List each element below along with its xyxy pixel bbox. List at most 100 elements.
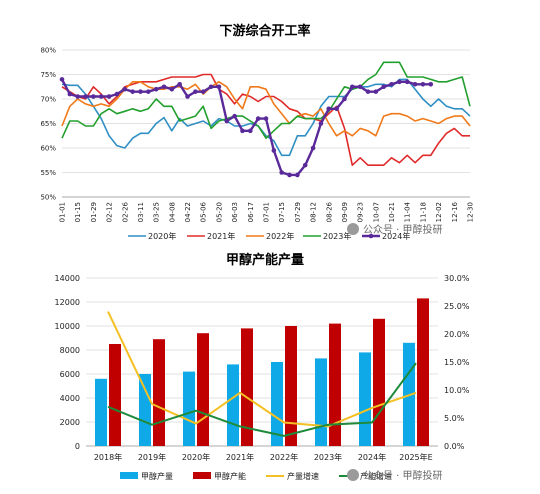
x-tick-label: 09-09 (341, 202, 349, 222)
data-point (224, 118, 230, 124)
x-tick-label: 2025年E (399, 452, 432, 462)
y-left-tick-label: 10000 (55, 322, 80, 331)
y-left-tick-label: 2000 (60, 418, 80, 427)
data-point (240, 128, 245, 134)
bar (227, 364, 239, 446)
bar (241, 328, 253, 446)
data-point (279, 170, 284, 175)
y-tick-label: 55% (40, 169, 56, 177)
chart2-x-axis: 2018年 2019年 2020年 2021年 2022年 2023年 2024年 2025年… (94, 452, 433, 462)
watermark-1-text: 公众号 · 甲醇投研 (363, 223, 443, 236)
bar (271, 362, 283, 446)
data-point (318, 121, 324, 126)
bar (417, 298, 429, 446)
x-tick-label: 01-01 (59, 202, 67, 222)
series-line (61, 61, 471, 139)
data-point (200, 89, 206, 94)
bar (329, 323, 341, 446)
data-point (98, 94, 104, 99)
series-line (107, 311, 417, 428)
data-point (153, 86, 159, 92)
data-point (67, 91, 73, 97)
data-point (334, 106, 339, 112)
data-point (75, 94, 80, 99)
y-left-tick-label: 6000 (60, 370, 80, 379)
series-line (61, 81, 471, 137)
legend-label: 2020年 (148, 231, 176, 241)
legend-label: 产能增速 (360, 471, 392, 481)
data-point (302, 162, 308, 168)
y-right-tick-label: 5.0% (444, 414, 465, 423)
watermark-2: 公众号 · 甲醇投研 (347, 469, 443, 482)
series-line (61, 78, 471, 157)
chart2-y-axis-left: 0 2000 4000 6000 8000 10000 12000 14000 (55, 274, 80, 451)
chart2-plot-area (86, 277, 438, 447)
x-tick-label: 09-23 (357, 202, 365, 222)
data-point (263, 116, 269, 121)
methanol-capacity-chart: 甲醇产能产量 02000400060008000100001200014000 … (55, 252, 470, 482)
x-tick-label: 05-20 (215, 202, 223, 222)
y-right-tick-label: 10.0% (444, 386, 470, 395)
data-point (248, 128, 253, 134)
x-tick-label: 2023年 (314, 452, 342, 462)
y-tick-label: 75% (40, 71, 56, 79)
data-point (59, 77, 65, 82)
chart2-bars (95, 298, 429, 446)
bar (139, 374, 151, 446)
x-tick-label: 10-07 (372, 202, 380, 222)
x-tick-label: 07-01 (263, 202, 271, 222)
data-point (177, 82, 182, 87)
bar (109, 344, 121, 446)
y-right-tick-label: 25.0% (444, 302, 470, 311)
wechat-icon (347, 223, 359, 235)
chart2-title: 甲醇产能产量 (226, 252, 304, 268)
y-tick-label: 60% (40, 145, 56, 153)
data-point (208, 84, 214, 90)
x-tick-label: 03-25 (153, 202, 161, 222)
legend-label: 产量增速 (287, 471, 319, 481)
x-tick-label: 02-26 (121, 201, 129, 222)
data-point (404, 79, 410, 85)
data-point (83, 94, 88, 99)
data-point (216, 84, 222, 90)
x-tick-label: 03-11 (137, 202, 145, 222)
x-tick-label: 04-22 (184, 202, 192, 222)
y-right-tick-label: 15.0% (444, 358, 470, 367)
data-point (365, 89, 371, 94)
chart1-series (59, 61, 471, 178)
data-point (428, 82, 434, 87)
y-right-tick-label: 0.0% (444, 442, 465, 451)
data-point (373, 89, 379, 94)
x-tick-label: 06-03 (231, 202, 239, 222)
y-tick-label: 65% (40, 120, 56, 128)
x-tick-label: 12-16 (451, 201, 459, 222)
watermark-1: 公众号 · 甲醇投研 (347, 223, 443, 236)
legend-label: 2023年 (323, 231, 351, 241)
x-tick-label: 2022年 (270, 452, 298, 462)
data-point (138, 89, 143, 94)
data-point (161, 84, 167, 90)
y-tick-label: 80% (40, 47, 56, 55)
y-right-tick-label: 20.0% (444, 330, 470, 339)
x-tick-label: 12-30 (467, 202, 475, 222)
data-point (122, 86, 128, 92)
data-point (420, 82, 426, 87)
legend-swatch (193, 472, 211, 479)
y-left-tick-label: 0 (75, 442, 80, 451)
legend-label: 2022年 (266, 231, 294, 241)
x-tick-label: 05-06 (200, 201, 208, 222)
chart1-plot-area (62, 49, 470, 198)
legend-marker (368, 233, 374, 239)
y-tick-label: 70% (40, 96, 56, 104)
series-line (107, 362, 417, 437)
data-point (357, 84, 363, 90)
chart2-lines (107, 311, 417, 437)
chart1-x-axis: 01-01 01-15 01-29 02-12 02-26 03-11 03-25 04-08… (59, 201, 475, 222)
x-tick-label: 02-12 (106, 202, 114, 222)
data-point (342, 96, 347, 102)
x-tick-label: 2020年 (182, 452, 210, 462)
data-point (255, 116, 261, 121)
chart1-y-axis: 50% 55% 60% 65% 70% 75% 80% (40, 47, 56, 202)
y-left-tick-label: 8000 (60, 346, 80, 355)
x-tick-label: 08-26 (325, 201, 333, 222)
